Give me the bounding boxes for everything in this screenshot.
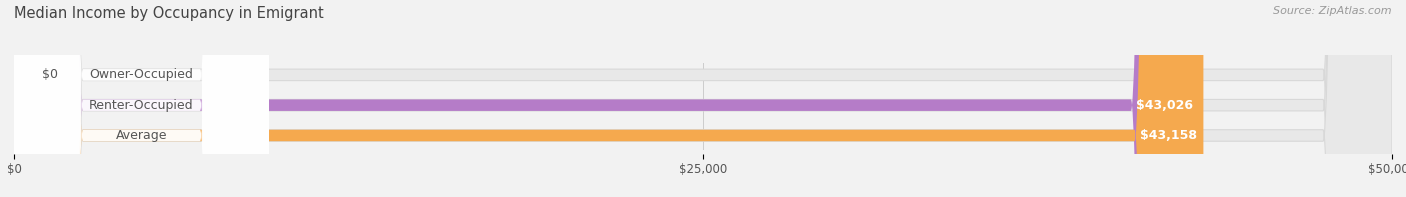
FancyBboxPatch shape bbox=[14, 0, 1392, 197]
Text: Source: ZipAtlas.com: Source: ZipAtlas.com bbox=[1274, 6, 1392, 16]
Text: Renter-Occupied: Renter-Occupied bbox=[89, 99, 194, 112]
FancyBboxPatch shape bbox=[14, 0, 269, 197]
Text: $0: $0 bbox=[42, 68, 58, 81]
FancyBboxPatch shape bbox=[14, 0, 1392, 197]
FancyBboxPatch shape bbox=[14, 0, 269, 197]
Text: $43,158: $43,158 bbox=[1139, 129, 1197, 142]
FancyBboxPatch shape bbox=[14, 0, 1199, 197]
Text: $43,026: $43,026 bbox=[1136, 99, 1192, 112]
Text: Average: Average bbox=[115, 129, 167, 142]
FancyBboxPatch shape bbox=[14, 0, 1204, 197]
Text: Owner-Occupied: Owner-Occupied bbox=[90, 68, 194, 81]
FancyBboxPatch shape bbox=[14, 0, 1392, 197]
FancyBboxPatch shape bbox=[14, 0, 269, 197]
FancyBboxPatch shape bbox=[14, 0, 31, 197]
Text: Median Income by Occupancy in Emigrant: Median Income by Occupancy in Emigrant bbox=[14, 6, 323, 21]
